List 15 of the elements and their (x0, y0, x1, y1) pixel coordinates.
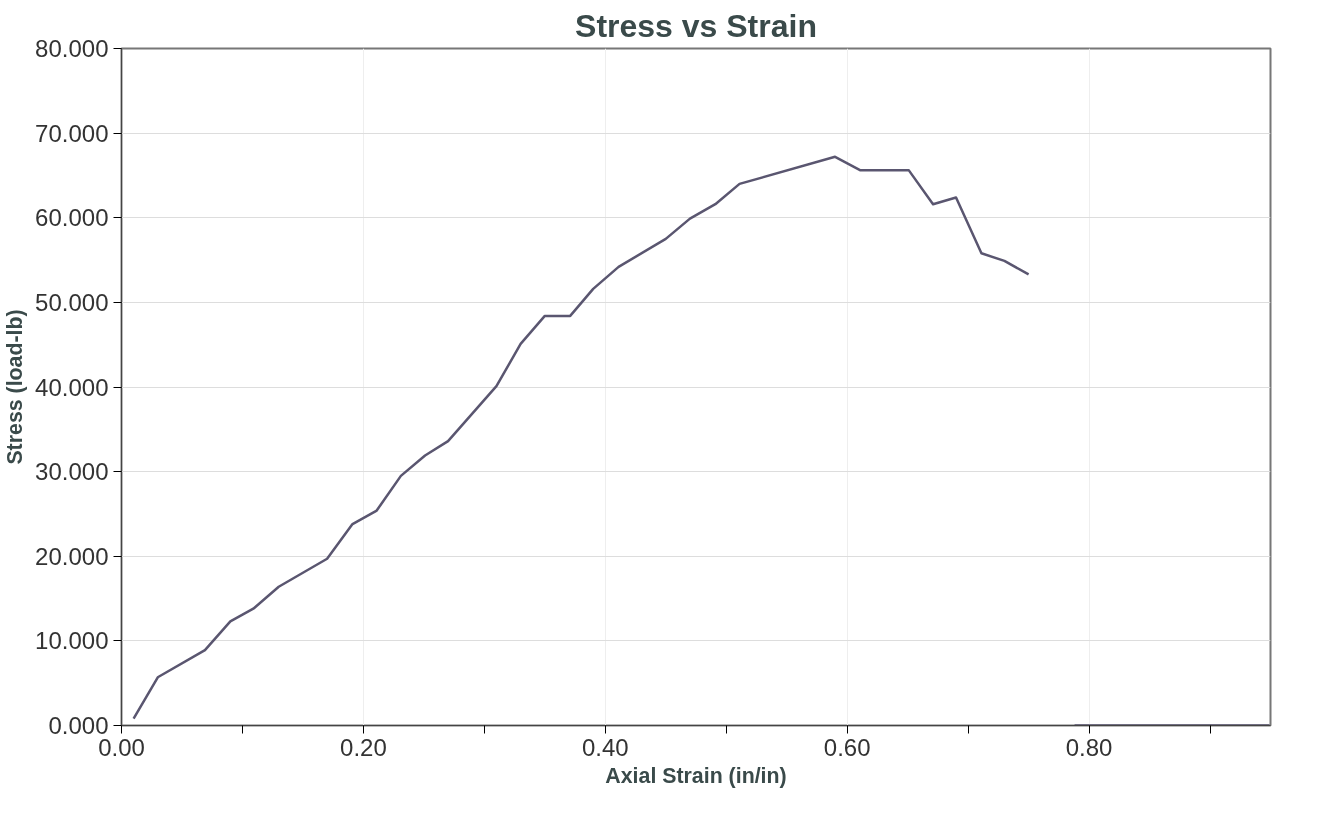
y-tick-label: 40.000 (35, 373, 109, 401)
y-tick-label: 10.000 (35, 627, 109, 655)
x-tick-label: 0.60 (823, 733, 871, 761)
y-tick-label: 70.000 (35, 119, 109, 147)
x-tick-label: 0.20 (340, 733, 387, 761)
y-tick-label: 20.000 (35, 542, 109, 570)
x-axis-title: Axial Strain (in/in) (605, 763, 787, 788)
y-tick-label: 80.000 (35, 35, 109, 62)
x-tick-label: 0.40 (581, 733, 629, 761)
x-tick-label: 0.80 (1065, 733, 1113, 761)
y-tick-label: 60.000 (35, 204, 109, 232)
y-tick-label: 30.000 (35, 458, 109, 486)
y-axis-title: Stress (load-lb) (3, 309, 28, 465)
y-tick-label: 50.000 (35, 288, 109, 316)
chart-title: Stress vs Strain (575, 7, 817, 44)
